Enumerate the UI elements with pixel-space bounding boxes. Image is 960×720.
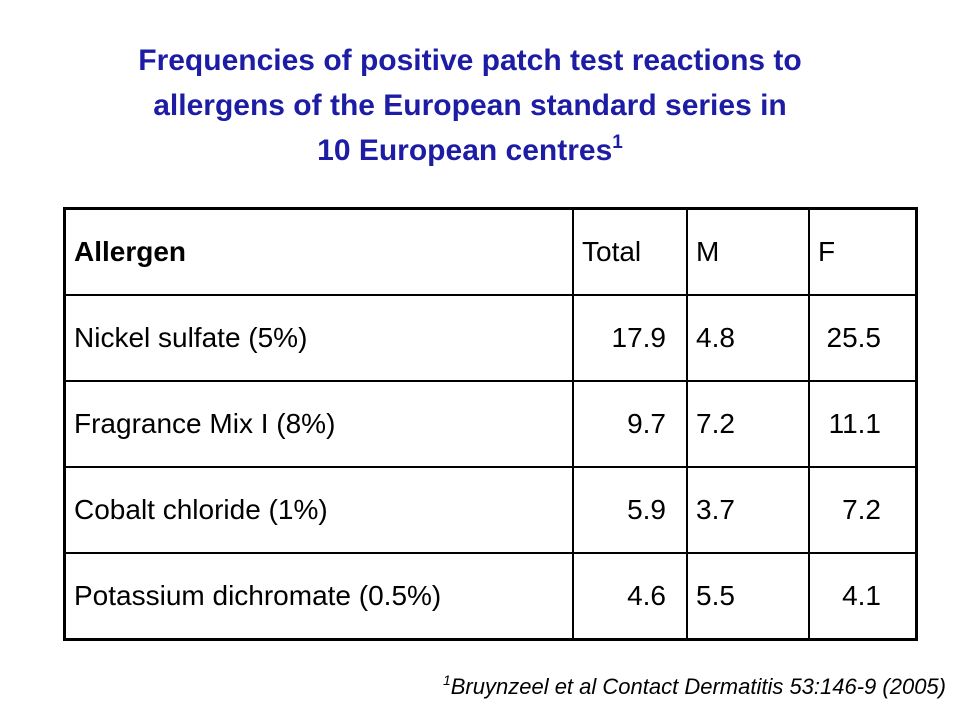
value-cell: 7.2 bbox=[686, 380, 810, 468]
value-cell: 9.7 bbox=[572, 380, 688, 468]
table-row: Fragrance Mix I (8%) 9.7 7.2 11.1 bbox=[63, 380, 918, 468]
header-row: Allergen Total M F bbox=[63, 207, 918, 296]
title: Frequencies of positive patch test react… bbox=[0, 38, 940, 173]
value-cell: 17.9 bbox=[572, 294, 688, 382]
allergen-cell: Nickel sulfate (5%) bbox=[63, 294, 574, 382]
value-cell: 5.9 bbox=[572, 466, 688, 554]
footnote: 1Bruynzeel et al Contact Dermatitis 53:1… bbox=[442, 672, 946, 700]
table-row: Nickel sulfate (5%) 17.9 4.8 25.5 bbox=[63, 294, 918, 382]
title-line: 10 European centres bbox=[317, 134, 613, 167]
table-row: Potassium dichromate (0.5%) 4.6 5.5 4.1 bbox=[63, 552, 918, 641]
value-cell: 3.7 bbox=[686, 466, 810, 554]
title-superscript: 1 bbox=[612, 132, 623, 153]
value-cell: F bbox=[808, 207, 918, 296]
value-cell: 11.1 bbox=[808, 380, 918, 468]
value-cell: 5.5 bbox=[686, 552, 810, 641]
title-line: Frequencies of positive patch test react… bbox=[138, 44, 802, 77]
value-cell: 25.5 bbox=[808, 294, 918, 382]
footnote-marker: 1 bbox=[442, 672, 451, 688]
table-body: Allergen Total M F Nickel sulfate (5%) 17.9 4.… bbox=[63, 207, 918, 641]
allergen-cell: Cobalt chloride (1%) bbox=[63, 466, 574, 554]
value-cell: 4.6 bbox=[572, 552, 688, 641]
footnote-text: Bruynzeel et al Contact Dermatitis 53:14… bbox=[450, 674, 946, 699]
value-cell: 4.1 bbox=[808, 552, 918, 641]
table-row: Cobalt chloride (1%) 5.9 3.7 7.2 bbox=[63, 466, 918, 554]
allergen-cell: Fragrance Mix I (8%) bbox=[63, 380, 574, 468]
allergen-table: Allergen Total M F Nickel sulfate (5%) 17.9 4.… bbox=[63, 207, 918, 641]
value-cell: M bbox=[686, 207, 810, 296]
allergen-cell: Potassium dichromate (0.5%) bbox=[63, 552, 574, 641]
value-cell: Total bbox=[572, 207, 688, 296]
allergen-cell: Allergen bbox=[63, 207, 574, 296]
value-cell: 4.8 bbox=[686, 294, 810, 382]
title-line: allergens of the European standard serie… bbox=[153, 89, 787, 122]
value-cell: 7.2 bbox=[808, 466, 918, 554]
